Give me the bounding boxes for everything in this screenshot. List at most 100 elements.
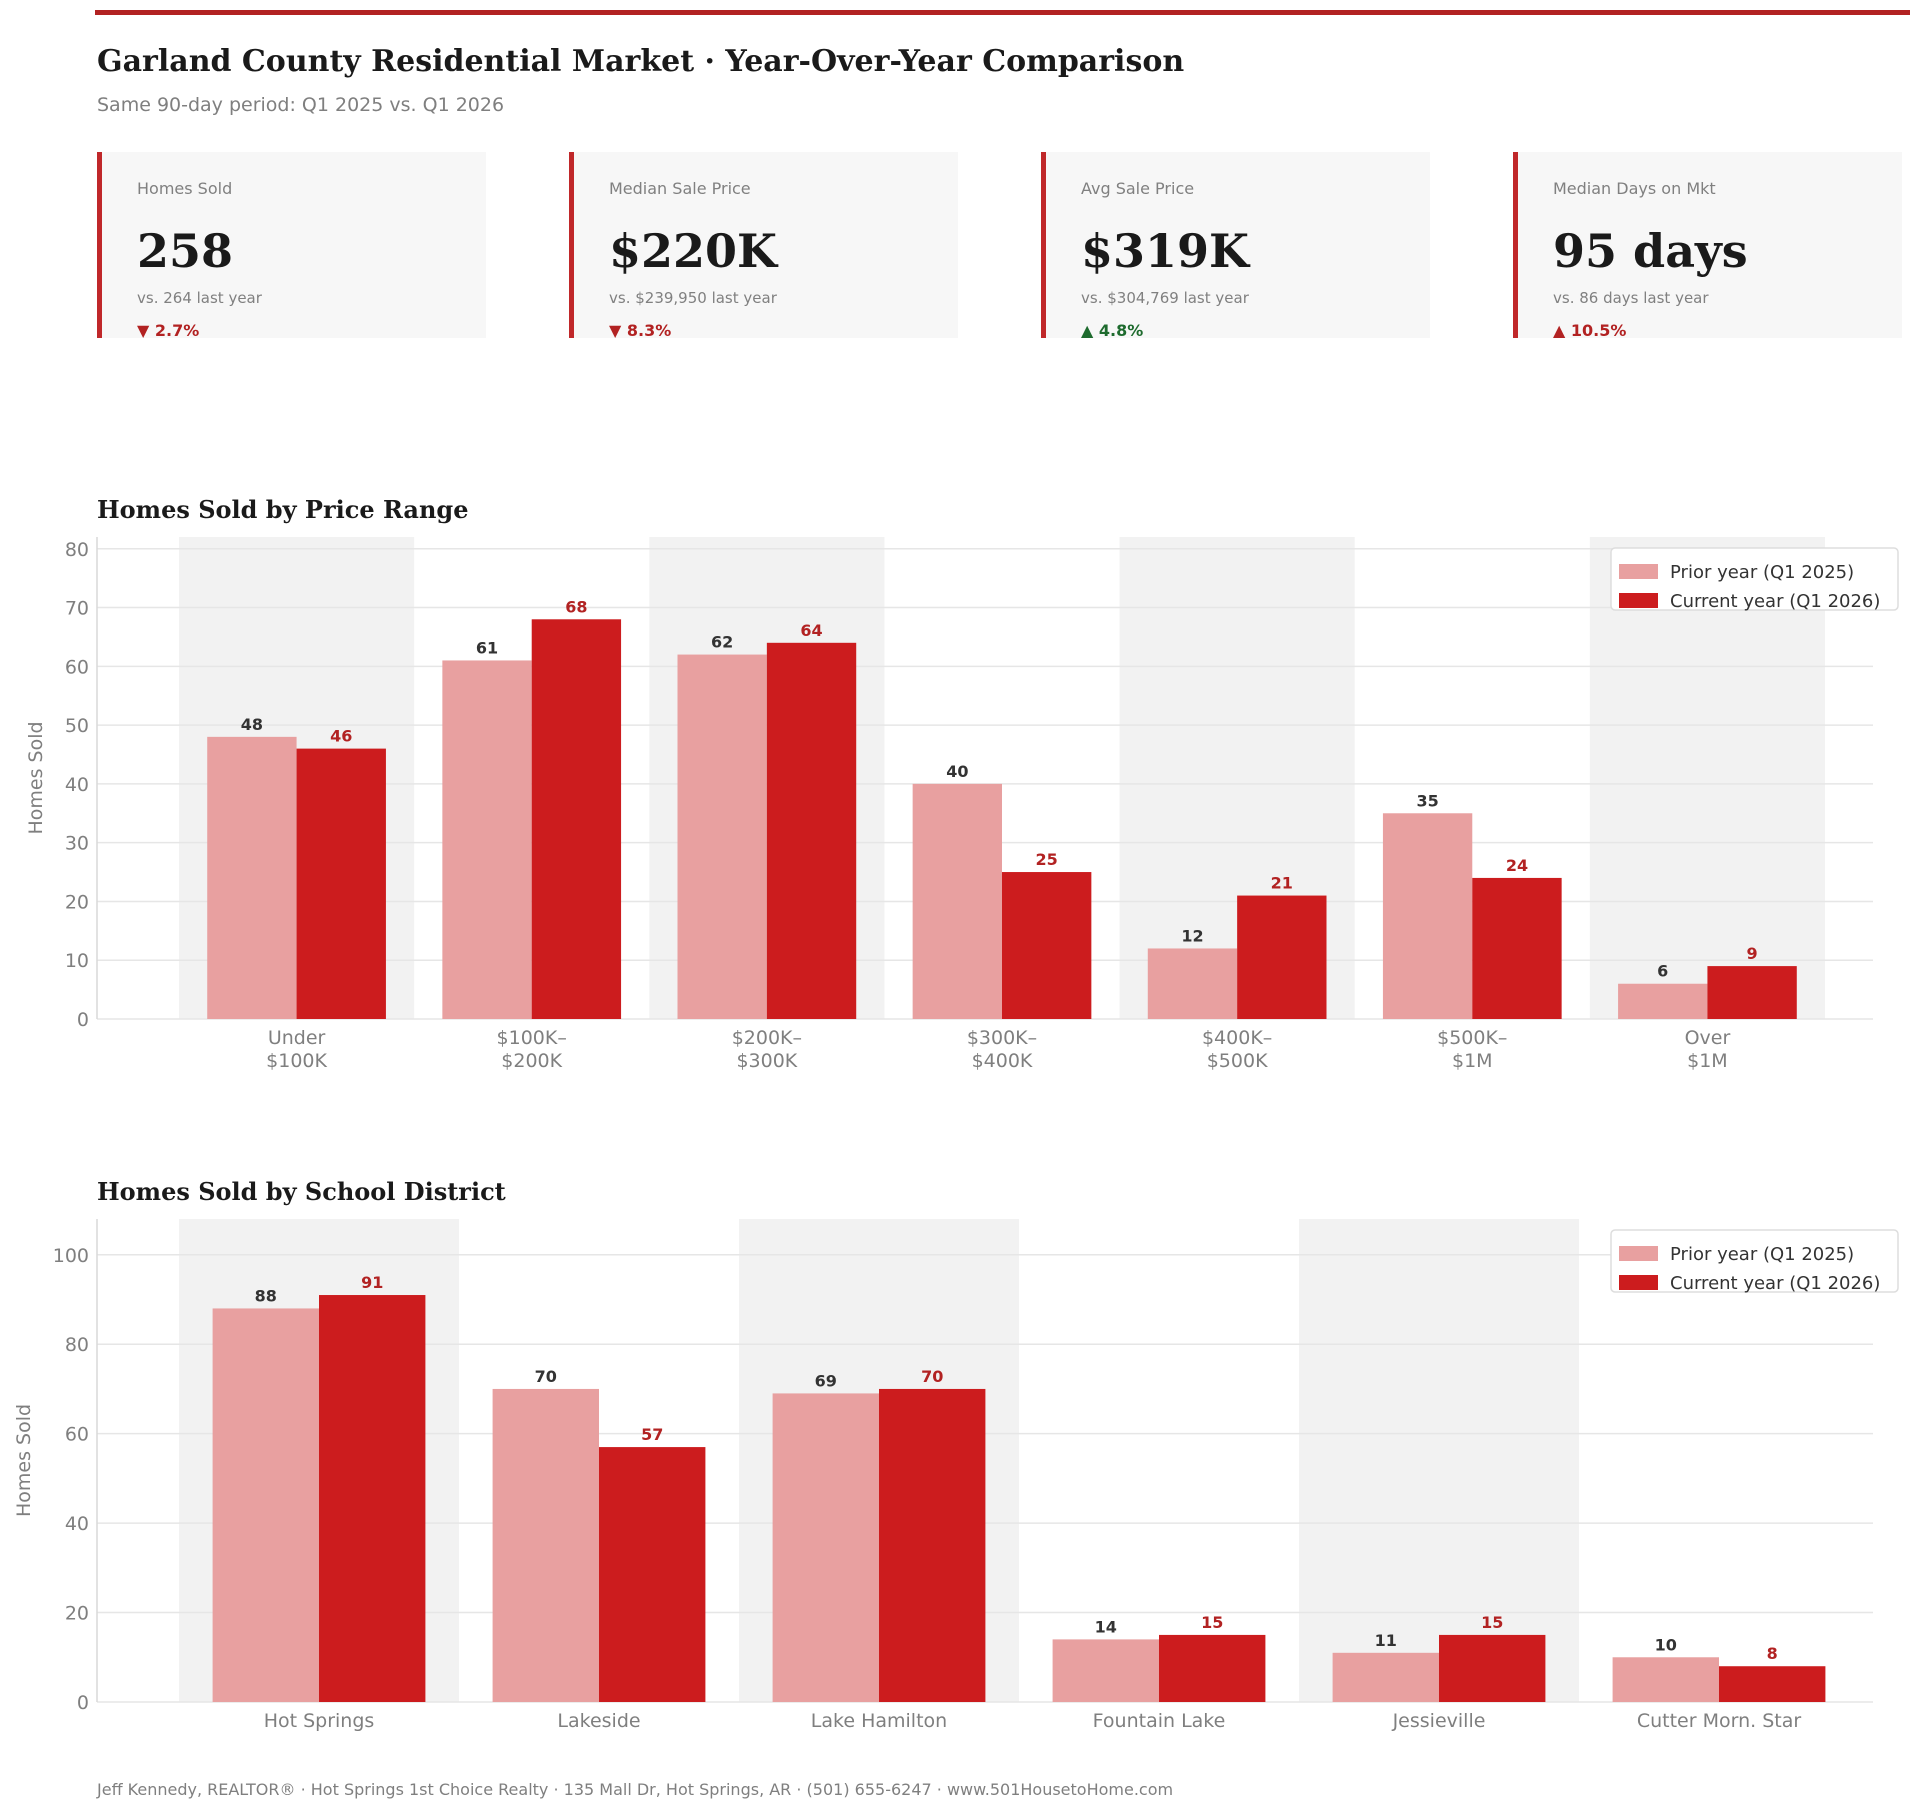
current-year-bar-100k-200k — [531, 619, 622, 1019]
current-year-bar-over-1m — [1707, 966, 1797, 1019]
data-label: 46 — [330, 727, 352, 746]
kpi-label: Avg Sale Price — [1081, 179, 1195, 198]
data-label: 21 — [1271, 874, 1293, 893]
current-year-bar-300k-400k — [1002, 872, 1092, 1019]
kpi-value: 258 — [137, 224, 234, 278]
x-tick-label: $500K — [1207, 1050, 1268, 1072]
data-label: 15 — [1481, 1613, 1503, 1632]
y-tick-label: 50 — [65, 715, 89, 737]
chart-title-school-district: Homes Sold by School District — [97, 1177, 506, 1206]
y-tick-label: 70 — [65, 598, 89, 620]
kpi-change: ▲ 10.5% — [1553, 321, 1627, 340]
current-year-bar-400k-500k — [1237, 895, 1327, 1019]
x-tick-label: Cutter Morn. Star — [1637, 1710, 1802, 1732]
legend-box — [1610, 547, 1899, 611]
x-tick-label: Hot Springs — [264, 1710, 375, 1732]
y-tick-label: 60 — [65, 656, 89, 678]
legend-box — [1610, 1229, 1899, 1293]
y-tick-label: 30 — [65, 833, 89, 855]
legend-swatch-prior — [1619, 1246, 1658, 1261]
x-tick-label: Lakeside — [557, 1710, 640, 1732]
prior-year-bar-lakeside — [492, 1388, 599, 1702]
prior-year-bar-200k-300k — [677, 654, 767, 1019]
current-year-bar-200k-300k — [766, 642, 857, 1019]
legend-label: Current year (Q1 2026) — [1670, 1273, 1880, 1294]
page-title: Garland County Residential Market · Year… — [97, 44, 1185, 79]
legend-label: Prior year (Q1 2025) — [1670, 1244, 1854, 1265]
y-tick-label: 10 — [65, 950, 89, 972]
legend-swatch-prior — [1619, 564, 1658, 579]
current-year-bar-under-100k — [296, 748, 386, 1019]
prior-year-bar-jessieville — [1332, 1652, 1439, 1702]
x-tick-label: $400K — [972, 1050, 1033, 1072]
data-label: 69 — [815, 1371, 837, 1390]
x-tick-label: $1M — [1687, 1050, 1728, 1072]
school-district-bar-chart: 0 20 40 60 80 100 Homes Sold 88 91 Hot Springs 70 5… — [13, 1219, 1899, 1732]
current-year-bar-jessieville — [1439, 1634, 1546, 1702]
kpi-label: Homes Sold — [137, 179, 233, 198]
kpi-comparison: vs. 264 last year — [137, 289, 262, 307]
kpi-value: $319K — [1081, 224, 1250, 278]
current-year-bar-lake-hamilton — [879, 1388, 986, 1702]
x-tick-label: Over — [1685, 1027, 1731, 1049]
prior-year-bar-cutter-morn-star — [1612, 1657, 1719, 1702]
kpi-change: ▼ 2.7% — [137, 321, 200, 340]
legend-swatch-current — [1619, 1275, 1658, 1290]
prior-year-bar-hot-springs — [212, 1308, 319, 1702]
page-subtitle: Same 90-day period: Q1 2025 vs. Q1 2026 — [97, 94, 505, 116]
x-tick-label: Fountain Lake — [1093, 1710, 1226, 1732]
y-tick-label: 0 — [77, 1009, 89, 1031]
current-year-bar-cutter-morn-star — [1719, 1666, 1826, 1702]
x-tick-label: $400K– — [1202, 1027, 1272, 1049]
legend-swatch-current — [1619, 593, 1658, 608]
category-band — [1589, 537, 1825, 1019]
y-axis-label: Homes Sold — [13, 1404, 35, 1517]
data-label: 88 — [255, 1286, 277, 1305]
kpi-label: Median Days on Mkt — [1553, 179, 1716, 198]
x-tick-label: Jessieville — [1392, 1710, 1486, 1732]
kpi-value: $220K — [609, 224, 778, 278]
x-tick-label: $300K — [736, 1050, 797, 1072]
prior-year-bar-500k-1m — [1382, 813, 1473, 1019]
kpi-label: Median Sale Price — [609, 179, 751, 198]
data-label: 91 — [361, 1273, 383, 1292]
data-label: 10 — [1655, 1635, 1677, 1654]
y-tick-label: 20 — [65, 891, 89, 913]
x-tick-label: $300K– — [967, 1027, 1037, 1049]
data-label: 6 — [1657, 962, 1668, 981]
y-tick-label: 100 — [53, 1245, 89, 1267]
data-label: 11 — [1375, 1631, 1397, 1650]
y-tick-label: 80 — [65, 539, 89, 561]
kpi-value: 95 days — [1553, 224, 1748, 278]
x-tick-label: $100K– — [497, 1027, 567, 1049]
prior-year-bar-100k-200k — [442, 660, 532, 1019]
x-tick-label: $100K — [266, 1050, 327, 1072]
legend-label: Current year (Q1 2026) — [1670, 591, 1880, 612]
y-axis-label: Homes Sold — [25, 721, 47, 834]
kpi-card-avg-sale-price: Avg Sale Price $319K vs. $304,769 last y… — [1041, 152, 1430, 340]
prior-year-bar-over-1m — [1618, 983, 1708, 1019]
data-label: 12 — [1181, 926, 1203, 945]
kpi-comparison: vs. $239,950 last year — [609, 289, 777, 307]
kpi-card-median-sale-price: Median Sale Price $220K vs. $239,950 las… — [569, 152, 958, 340]
data-label: 70 — [921, 1367, 943, 1386]
legend-label: Prior year (Q1 2025) — [1670, 562, 1854, 583]
category-band — [1299, 1219, 1579, 1702]
data-label: 8 — [1767, 1644, 1778, 1663]
current-year-bar-500k-1m — [1472, 877, 1562, 1019]
kpi-change: ▲ 4.8% — [1081, 321, 1144, 340]
header-accent-bar — [95, 10, 1910, 15]
data-label: 57 — [641, 1425, 663, 1444]
data-label: 61 — [476, 638, 498, 657]
current-year-bar-lakeside — [599, 1447, 706, 1702]
prior-year-bar-300k-400k — [912, 783, 1002, 1019]
kpi-change: ▼ 8.3% — [609, 321, 672, 340]
data-label: 62 — [711, 633, 733, 652]
prior-year-bar-lake-hamilton — [772, 1393, 879, 1702]
x-tick-label: Lake Hamilton — [811, 1710, 947, 1732]
x-tick-label: $200K — [501, 1050, 562, 1072]
data-label: 24 — [1506, 856, 1528, 875]
y-tick-label: 40 — [65, 1513, 89, 1535]
chart-title-price-range: Homes Sold by Price Range — [97, 495, 469, 524]
